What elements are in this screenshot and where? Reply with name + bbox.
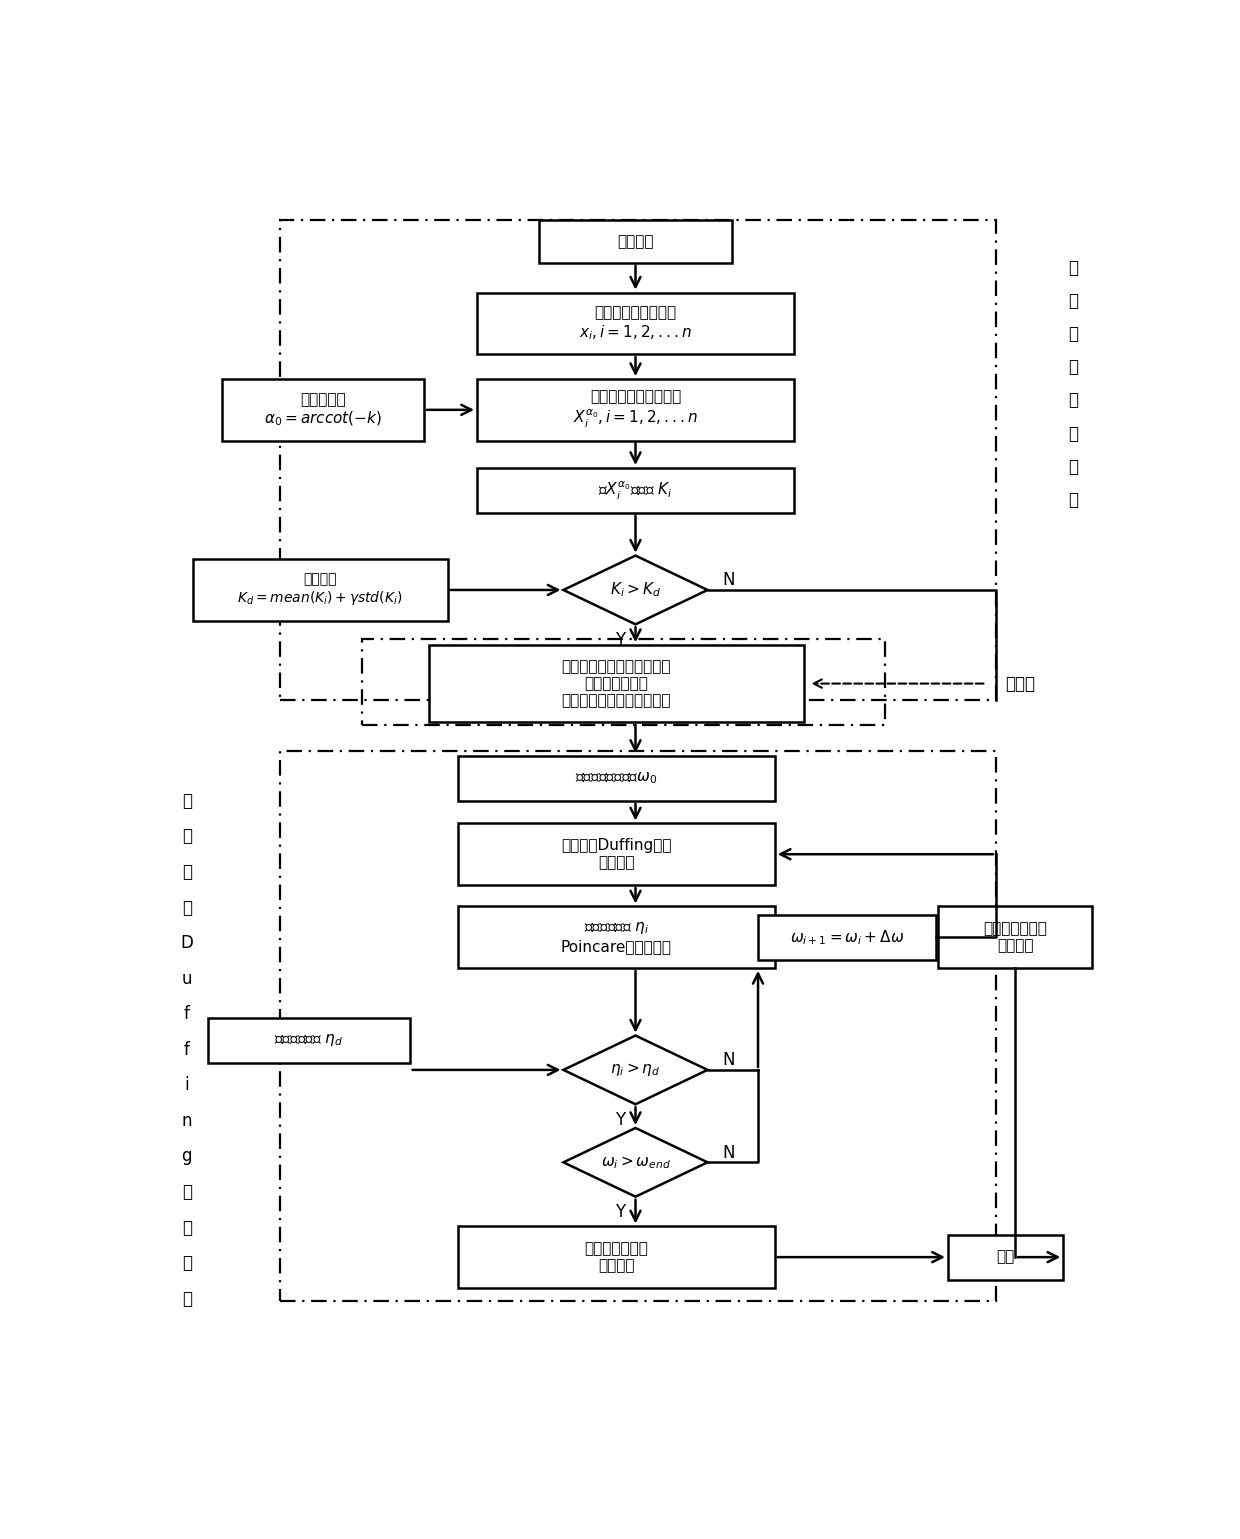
Text: 号: 号 (1068, 425, 1078, 443)
Text: 固定参数Duffing振子
检测系统: 固定参数Duffing振子 检测系统 (560, 839, 672, 871)
Text: f: f (184, 1040, 190, 1059)
Text: 有线性调频目标
回波信号: 有线性调频目标 回波信号 (584, 1240, 649, 1273)
FancyBboxPatch shape (458, 823, 775, 885)
FancyBboxPatch shape (539, 220, 732, 263)
Text: Y: Y (615, 1203, 625, 1220)
Text: D: D (180, 934, 193, 953)
Text: 测: 测 (182, 1290, 192, 1308)
FancyBboxPatch shape (477, 379, 794, 440)
Polygon shape (563, 1128, 708, 1197)
Text: N: N (723, 1051, 735, 1070)
Text: 判决阈值
$K_d=mean(K_i)+\gamma std(K_i)$: 判决阈值 $K_d=mean(K_i)+\gamma std(K_i)$ (238, 573, 403, 608)
Text: 解调频: 解调频 (1006, 674, 1035, 693)
Text: 最佳分数阶
$\alpha_0=arccot(-k)$: 最佳分数阶 $\alpha_0=arccot(-k)$ (264, 392, 382, 428)
Text: 获: 获 (1068, 491, 1078, 509)
Text: $\eta_i>\eta_d$: $\eta_i>\eta_d$ (610, 1062, 661, 1079)
FancyBboxPatch shape (477, 292, 794, 354)
Text: i: i (185, 1076, 188, 1094)
Text: 计算系统输出 $\eta_i$
Poincare特征函数值: 计算系统输出 $\eta_i$ Poincare特征函数值 (560, 920, 672, 954)
Text: Y: Y (615, 631, 625, 649)
Bar (280, 220, 996, 700)
Bar (280, 751, 996, 1300)
FancyBboxPatch shape (947, 1234, 1063, 1279)
FancyBboxPatch shape (193, 559, 448, 620)
Text: 振: 振 (182, 1183, 192, 1200)
Text: 检: 检 (182, 1254, 192, 1273)
Text: 性: 性 (1068, 292, 1078, 309)
FancyBboxPatch shape (939, 906, 1092, 968)
Text: 扫: 扫 (182, 863, 192, 880)
Text: $\omega_i>\omega_{end}$: $\omega_i>\omega_{end}$ (600, 1154, 671, 1171)
Text: $\omega_{i+1}=\omega_i+\Delta\omega$: $\omega_{i+1}=\omega_i+\Delta\omega$ (790, 928, 904, 946)
Text: u: u (181, 970, 192, 988)
Text: 在最佳分数阶傅里叶变换域
做傅里叶逆变换
线性调频信号变为单频信号: 在最佳分数阶傅里叶变换域 做傅里叶逆变换 线性调频信号变为单频信号 (562, 659, 671, 708)
FancyBboxPatch shape (458, 906, 775, 968)
Text: 调: 调 (1068, 325, 1078, 343)
Text: 频: 频 (1068, 359, 1078, 376)
Text: 子: 子 (182, 1219, 192, 1236)
Text: $K_i>K_d$: $K_i>K_d$ (610, 580, 661, 599)
Text: 结束: 结束 (997, 1250, 1014, 1265)
FancyBboxPatch shape (208, 1017, 409, 1063)
Text: 无线性调频目标
回波信号: 无线性调频目标 回波信号 (983, 920, 1047, 953)
Polygon shape (563, 1036, 708, 1105)
Text: 变: 变 (182, 793, 192, 810)
Text: N: N (723, 1143, 735, 1162)
FancyBboxPatch shape (458, 756, 775, 800)
Text: 接收信号: 接收信号 (618, 234, 653, 249)
Text: 捕: 捕 (1068, 457, 1078, 476)
FancyBboxPatch shape (222, 379, 424, 440)
Text: 求$X_i^{\alpha_0}$峭度值 $K_i$: 求$X_i^{\alpha_0}$峭度值 $K_i$ (598, 479, 673, 502)
Text: f: f (184, 1005, 190, 1023)
Text: 设置初始扫描频率$\omega_0$: 设置初始扫描频率$\omega_0$ (575, 771, 657, 786)
Polygon shape (563, 556, 708, 625)
FancyBboxPatch shape (429, 645, 804, 722)
Text: n: n (181, 1111, 192, 1130)
Text: 描: 描 (182, 899, 192, 917)
Text: 线: 线 (1068, 259, 1078, 277)
Text: Y: Y (615, 1111, 625, 1128)
Bar (362, 639, 885, 725)
Text: 滑动矩形窗数据分段
$x_i, i=1,2,...n$: 滑动矩形窗数据分段 $x_i, i=1,2,...n$ (579, 305, 692, 342)
Text: 信: 信 (1068, 391, 1078, 409)
FancyBboxPatch shape (758, 914, 936, 960)
Text: 频: 频 (182, 828, 192, 845)
FancyBboxPatch shape (458, 1227, 775, 1288)
Text: 最佳分数阶傅里叶变换
$X_i^{\alpha_0}, i=1,2,...n$: 最佳分数阶傅里叶变换 $X_i^{\alpha_0}, i=1,2,...n$ (573, 389, 698, 431)
FancyBboxPatch shape (477, 468, 794, 512)
Text: N: N (723, 571, 735, 589)
Text: g: g (181, 1148, 192, 1165)
Text: 设置判决阈值 $\eta_d$: 设置判决阈值 $\eta_d$ (274, 1033, 343, 1048)
